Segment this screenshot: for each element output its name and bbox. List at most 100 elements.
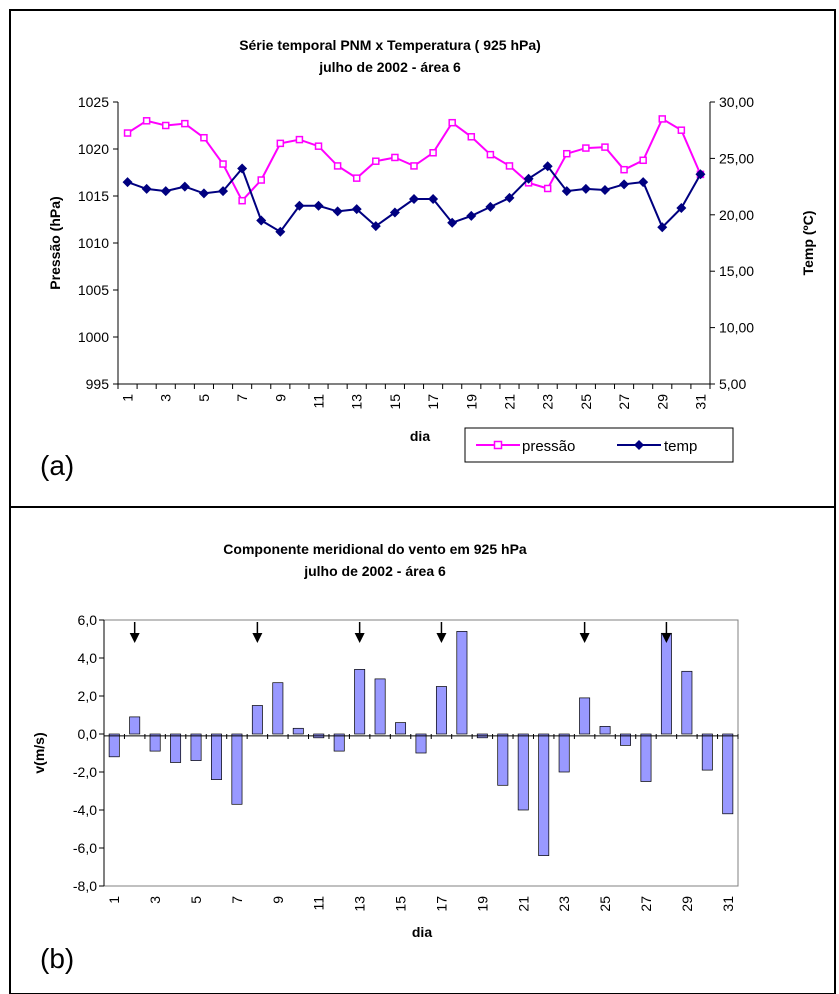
temp-point xyxy=(657,222,668,233)
chart-a-x-tick-label: 15 xyxy=(387,394,403,410)
chart-b-y-tick-label: -4,0 xyxy=(73,802,97,818)
chart-b-bar xyxy=(538,733,550,856)
down-arrow-icon xyxy=(252,633,263,643)
chart-a-left-tick-label: 1010 xyxy=(78,235,109,251)
chart-b-y-tick-label: 0,0 xyxy=(78,726,98,742)
chart-b-bar xyxy=(701,733,713,771)
chart-b-x-tick-label: 13 xyxy=(352,896,368,912)
pressao-point xyxy=(658,115,667,123)
temp-point xyxy=(428,194,439,205)
pressao-point xyxy=(448,118,456,127)
pressao-point xyxy=(142,117,151,125)
temp-point xyxy=(160,186,171,197)
chart-a-x-tick-label: 7 xyxy=(234,394,250,402)
pressao-point xyxy=(429,149,437,157)
chart-b-bar xyxy=(660,632,672,735)
temp-point xyxy=(313,200,324,211)
chart-a-right-axis: 5,00 10,00 15,00 20,00 25,00 30,00 xyxy=(710,94,754,392)
down-arrow-icon xyxy=(661,633,672,643)
pressao-point xyxy=(333,162,342,170)
temp-point xyxy=(389,207,400,218)
chart-b-title-line2: julho de 2002 - área 6 xyxy=(303,563,446,579)
chart-b-bar xyxy=(129,716,141,735)
chart-b-y-tick-label: -2,0 xyxy=(73,764,97,780)
pressao-point xyxy=(295,135,304,144)
temp-point xyxy=(599,184,610,195)
chart-a-x-tick-label: 21 xyxy=(501,394,517,410)
panel-a-label: (a) xyxy=(40,450,74,481)
chart-b-bar xyxy=(579,697,591,735)
legend-temp-marker xyxy=(634,440,644,450)
chart-b-bar xyxy=(395,722,407,735)
chart-b-bar xyxy=(354,669,366,735)
chart-b-y-axis: -8,0 -6,0 -4,0 -2,0 0,0 2,0 4,0 6,0 xyxy=(73,612,105,894)
chart-b-bar xyxy=(640,733,652,782)
pressao-point xyxy=(505,162,514,170)
pressao-point xyxy=(677,126,686,134)
temp-point xyxy=(332,206,343,217)
chart-b-bar xyxy=(415,733,427,754)
legend-pressao-label: pressão xyxy=(522,438,575,455)
pressao-point xyxy=(276,139,285,148)
chart-b-y-tick-label: -6,0 xyxy=(73,840,97,856)
chart-a-left-axis: 995 1000 1005 1010 1015 1020 1025 xyxy=(78,94,118,392)
panel-a: Série temporal PNM x Temperatura ( 925 h… xyxy=(40,37,816,481)
chart-a-y-right-label: Temp (ºC) xyxy=(800,211,816,276)
temp-point xyxy=(485,201,496,212)
chart-b-bar xyxy=(231,733,243,805)
chart-b-bar xyxy=(170,733,182,763)
chart-b-x-tick-label: 21 xyxy=(515,896,531,912)
pressao-point xyxy=(582,144,590,152)
pressao-point xyxy=(391,153,399,162)
chart-a-x-axis: 1 3 5 7 9 11 13 15 17 19 21 23 25 27 29 31 xyxy=(117,384,711,410)
series-line-0 xyxy=(126,117,702,203)
temp-point xyxy=(141,183,152,194)
chart-b-x-tick-label: 11 xyxy=(311,896,327,911)
temp-point xyxy=(561,186,572,197)
temp-point xyxy=(256,215,267,226)
chart-b-bar xyxy=(149,733,161,752)
chart-b-bar xyxy=(190,733,202,761)
chart-a-x-tick-label: 27 xyxy=(616,394,632,410)
chart-a-x-tick-label: 25 xyxy=(578,394,594,410)
chart-b-bar xyxy=(517,733,529,811)
chart-b-y-label: v(m/s) xyxy=(31,732,47,773)
chart-b-x-tick-label: 15 xyxy=(393,896,409,912)
chart-b-x-tick-label: 5 xyxy=(188,896,204,904)
chart-a-right-tick-label: 30,00 xyxy=(719,94,754,110)
chart-a-x-tick-label: 3 xyxy=(158,394,174,402)
pressao-point xyxy=(601,143,609,151)
chart-b-bar xyxy=(211,733,222,780)
temp-point xyxy=(370,221,381,232)
chart-a-x-tick-label: 5 xyxy=(196,394,212,402)
chart-a-x-label: dia xyxy=(410,428,430,444)
chart-b-x-tick-label: 25 xyxy=(597,896,613,912)
chart-b-bar xyxy=(456,631,468,735)
temp-point xyxy=(122,177,133,188)
chart-b-bars xyxy=(108,631,734,856)
chart-a-series-group xyxy=(122,115,706,237)
temp-point xyxy=(619,179,630,190)
pressao-point xyxy=(467,133,476,141)
chart-b-bar xyxy=(272,682,284,735)
temp-point xyxy=(638,177,649,188)
down-arrow-icon xyxy=(129,633,140,643)
chart-a-legend: pressão temp xyxy=(464,427,734,463)
chart-a-x-tick-label: 23 xyxy=(540,394,556,410)
chart-b-title-line1: Componente meridional do vento em 925 hP… xyxy=(223,541,527,557)
chart-b-x-tick-label: 17 xyxy=(433,896,449,912)
pressao-point xyxy=(563,149,571,158)
chart-a-left-tick-label: 995 xyxy=(86,376,110,392)
temp-point xyxy=(580,183,591,194)
temp-point xyxy=(523,173,534,184)
chart-b-bar xyxy=(599,726,611,735)
chart-a-right-tick-label: 15,00 xyxy=(719,263,754,279)
temp-point xyxy=(218,186,229,197)
temp-point xyxy=(409,194,419,205)
pressao-point xyxy=(219,160,227,168)
chart-a-left-tick-label: 1005 xyxy=(78,282,109,298)
legend-pressao-marker xyxy=(493,440,503,450)
chart-a-x-tick-label: 11 xyxy=(311,394,327,409)
chart-b-bar xyxy=(681,670,693,735)
